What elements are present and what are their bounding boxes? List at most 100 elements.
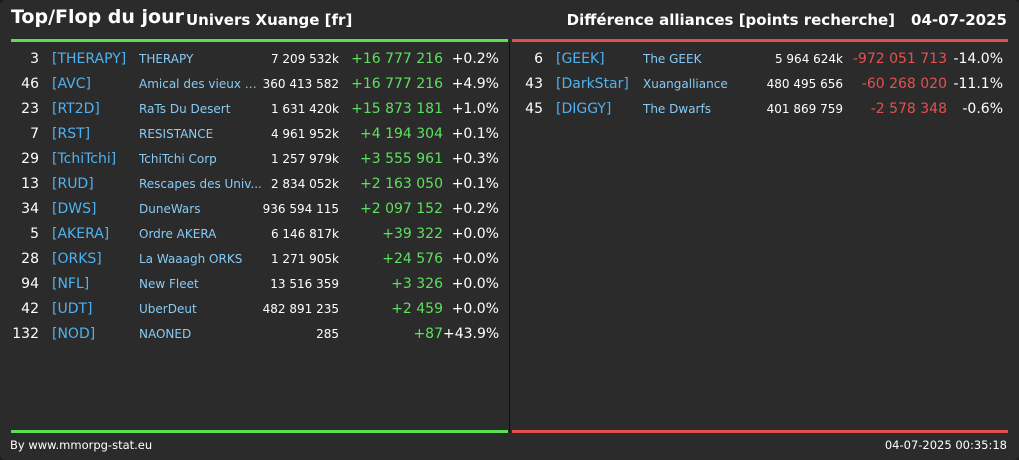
alliance-tag-link[interactable]: [AKERA] <box>52 226 110 242</box>
diff-cell: -972 051 713 <box>852 51 947 67</box>
alliance-name-link[interactable]: Xuangalliance <box>643 77 728 91</box>
table-row: 42 [UDT] UberDeut 482 891 235 +2 459 +0.0% <box>11 297 501 322</box>
alliance-name-link[interactable]: DuneWars <box>139 202 201 216</box>
rank-cell: 42 <box>21 301 39 317</box>
table-row: 45 [DIGGY] The Dwarfs 401 869 759 -2 578 348… <box>515 97 1005 122</box>
points-cell: 1 257 979k <box>270 152 339 166</box>
percent-cell: -14.0% <box>953 51 1003 67</box>
alliance-name-link[interactable]: Rescapes des Univ... <box>139 177 262 191</box>
alliance-tag-link[interactable]: [TchiTchi] <box>52 151 117 167</box>
alliance-tag-link[interactable]: [DWS] <box>52 201 97 217</box>
rank-cell: 34 <box>21 201 39 217</box>
rank-cell: 46 <box>21 76 39 92</box>
diff-cell: +2 459 <box>391 301 443 317</box>
alliance-tag-link[interactable]: [GEEK] <box>556 51 605 67</box>
table-row: 13 [RUD] Rescapes des Univ... 2 834 052k +2 … <box>11 172 501 197</box>
rank-cell: 13 <box>21 176 39 192</box>
percent-cell: +0.1% <box>451 176 499 192</box>
points-cell: 936 594 115 <box>262 202 339 216</box>
alliance-tag-link[interactable]: [ORKS] <box>52 251 102 267</box>
alliance-name-link[interactable]: La Waaagh ORKS <box>139 252 243 266</box>
rank-cell: 7 <box>30 126 39 142</box>
column-divider <box>509 42 510 433</box>
alliance-tag-link[interactable]: [DIGGY] <box>556 101 612 117</box>
points-cell: 480 495 656 <box>766 77 843 91</box>
table-row: 34 [DWS] DuneWars 936 594 115 +2 097 152 +0.2… <box>11 197 501 222</box>
diff-cell: +3 555 961 <box>360 151 443 167</box>
percent-cell: +0.2% <box>451 51 499 67</box>
alliance-name-link[interactable]: New Fleet <box>139 277 199 291</box>
table-row: 7 [RST] RESISTANCE 4 961 952k +4 194 304 +0.1… <box>11 122 501 147</box>
rank-cell: 23 <box>21 101 39 117</box>
percent-cell: +4.9% <box>451 76 499 92</box>
alliance-name-link[interactable]: The Dwarfs <box>643 102 711 116</box>
table-row: 132 [NOD] NAONED 285 +87 +43.9% <box>11 322 501 347</box>
alliance-name-link[interactable]: UberDeut <box>139 302 197 316</box>
alliance-tag-link[interactable]: [RT2D] <box>52 101 100 117</box>
diff-cell: +2 163 050 <box>360 176 443 192</box>
table-row: 46 [AVC] Amical des vieux co... 360 413 582… <box>11 72 501 97</box>
table-row: 43 [DarkStar] Xuangalliance 480 495 656 -60 … <box>515 72 1005 97</box>
alliance-name-link[interactable]: THERAPY <box>139 52 194 66</box>
alliance-name-link[interactable]: TchiTchi Corp <box>139 152 217 166</box>
percent-cell: +0.0% <box>451 301 499 317</box>
table-row: 5 [AKERA] Ordre AKERA 6 146 817k +39 322 +0.0… <box>11 222 501 247</box>
top-footer-bar <box>11 430 508 433</box>
table-row: 94 [NFL] New Fleet 13 516 359 +3 326 +0.0% <box>11 272 501 297</box>
timestamp: 04-07-2025 00:35:18 <box>884 438 1007 452</box>
alliance-tag-link[interactable]: [DarkStar] <box>556 76 629 92</box>
percent-cell: +0.2% <box>451 201 499 217</box>
points-cell: 7 209 532k <box>270 52 339 66</box>
table-row: 3 [THERAPY] THERAPY 7 209 532k +16 777 216 +0… <box>11 47 501 72</box>
alliance-tag-link[interactable]: [RST] <box>52 126 91 142</box>
points-cell: 2 834 052k <box>270 177 339 191</box>
rank-cell: 3 <box>30 51 39 67</box>
alliance-name-link[interactable]: Ordre AKERA <box>139 227 217 241</box>
diff-cell: +16 777 216 <box>351 51 443 67</box>
header-right: Différence alliances [points recherche] 0… <box>567 11 1007 29</box>
alliance-tag-link[interactable]: [UDT] <box>52 301 93 317</box>
rank-cell: 28 <box>21 251 39 267</box>
percent-cell: +0.0% <box>451 251 499 267</box>
percent-cell: -0.6% <box>962 101 1003 117</box>
alliance-name-link[interactable]: NAONED <box>139 327 192 341</box>
percent-cell: +0.1% <box>451 126 499 142</box>
diff-cell: +3 326 <box>391 276 443 292</box>
diff-cell: +15 873 181 <box>351 101 443 117</box>
alliance-tag-link[interactable]: [RUD] <box>52 176 94 192</box>
points-cell: 6 146 817k <box>270 227 339 241</box>
percent-cell: +1.0% <box>451 101 499 117</box>
diff-cell: +2 097 152 <box>360 201 443 217</box>
credit-link[interactable]: By www.mmorpg-stat.eu <box>10 438 153 452</box>
alliance-tag-link[interactable]: [NOD] <box>52 326 96 342</box>
table-row: 6 [GEEK] The GEEK 5 964 624k -972 051 713 -14… <box>515 47 1005 72</box>
diff-cell: +4 194 304 <box>360 126 443 142</box>
rank-cell: 43 <box>525 76 543 92</box>
points-cell: 1 631 420k <box>270 102 339 116</box>
universe-label: Univers Xuange [fr] <box>186 11 353 29</box>
points-cell: 360 413 582 <box>262 77 339 91</box>
page-title: Top/Flop du jour <box>11 6 184 28</box>
table-row: 28 [ORKS] La Waaagh ORKS 1 271 905k +24 576 +… <box>11 247 501 272</box>
alliance-name-link[interactable]: The GEEK <box>643 52 702 66</box>
alliance-tag-link[interactable]: [THERAPY] <box>52 51 127 67</box>
rank-cell: 6 <box>534 51 543 67</box>
diff-cell: -60 268 020 <box>861 76 947 92</box>
rank-cell: 132 <box>12 326 39 342</box>
alliance-name-link[interactable]: RaTs Du Desert <box>139 102 231 116</box>
diff-cell: +87 <box>413 326 443 342</box>
alliance-name-link[interactable]: RESISTANCE <box>139 127 214 141</box>
rank-cell: 94 <box>21 276 39 292</box>
percent-cell: +43.9% <box>443 326 499 342</box>
alliance-tag-link[interactable]: [NFL] <box>52 276 90 292</box>
alliance-tag-link[interactable]: [AVC] <box>52 76 91 92</box>
points-cell: 401 869 759 <box>766 102 843 116</box>
alliance-name-link[interactable]: Amical des vieux co... <box>139 77 263 91</box>
metric-label: Différence alliances [points recherche] <box>566 11 896 29</box>
percent-cell: +0.0% <box>451 226 499 242</box>
diff-cell: +16 777 216 <box>351 76 443 92</box>
points-cell: 482 891 235 <box>262 302 339 316</box>
diff-cell: -2 578 348 <box>870 101 947 117</box>
flop-header-bar <box>512 39 1008 42</box>
points-cell: 5 964 624k <box>774 52 843 66</box>
